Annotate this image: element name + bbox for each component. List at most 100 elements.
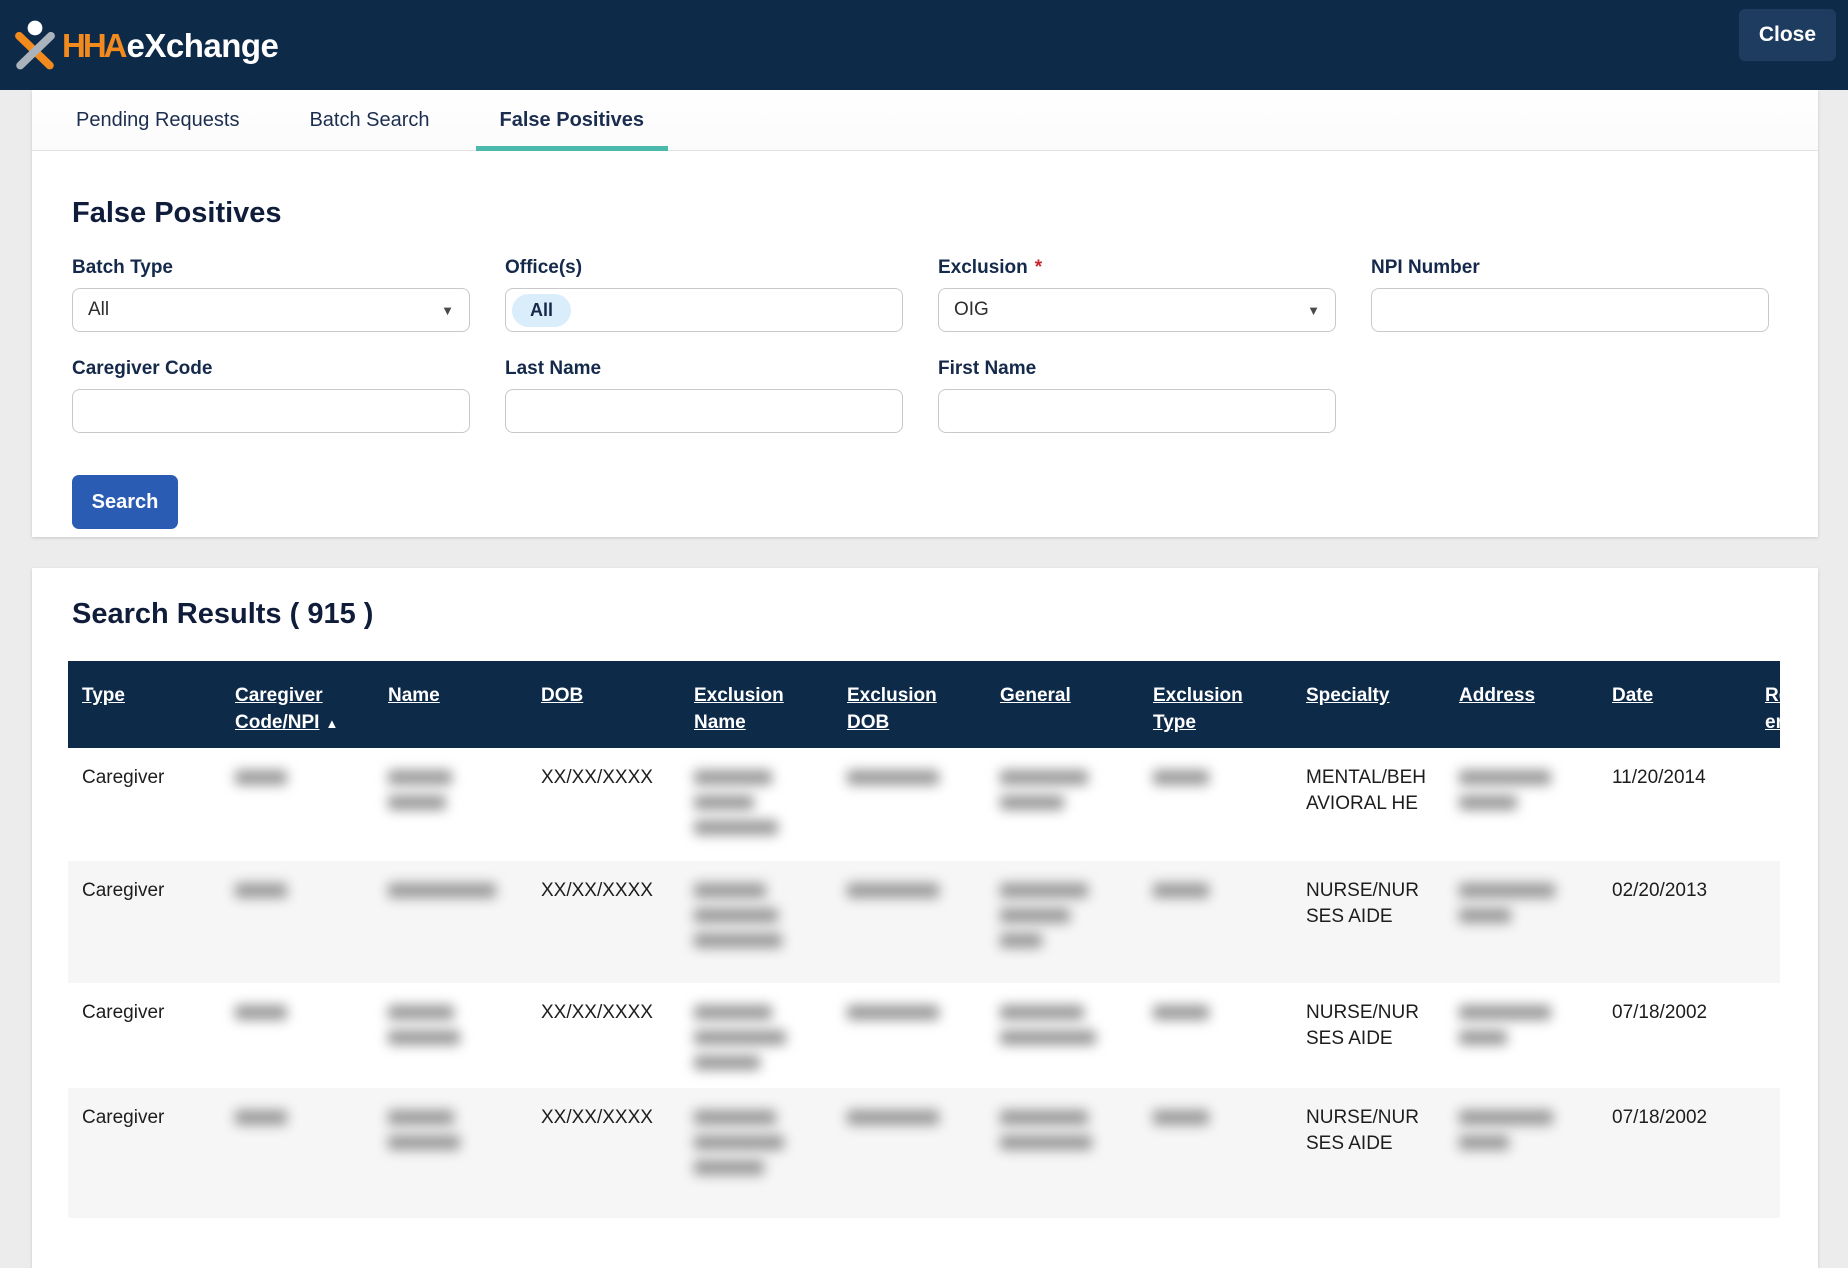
cell-exclusion_name bbox=[680, 861, 833, 983]
last-name-input[interactable] bbox=[505, 389, 903, 433]
cell-exclusion_type bbox=[1139, 1088, 1292, 1218]
redacted-blur bbox=[1153, 1110, 1209, 1125]
cell-exclusion_type bbox=[1139, 861, 1292, 983]
exclusion-label: Exclusion * bbox=[938, 257, 1043, 278]
redacted-blur bbox=[1000, 1030, 1096, 1045]
exclusion-select[interactable]: OIG ▼ bbox=[938, 288, 1336, 332]
table-row[interactable]: Caregiver XX/XX/XXXX NURSE/NUR SES AIDE 02/2… bbox=[68, 861, 1780, 983]
cell-date: 02/20/2013 bbox=[1612, 880, 1708, 901]
column-header-general[interactable]: General bbox=[1000, 685, 1071, 706]
results-table: Type Caregiver Code/NPI ▲ Name DOB Exclusion Na… bbox=[68, 661, 1780, 1218]
cell-record_truncated bbox=[1751, 861, 1780, 983]
column-header-name[interactable]: Name bbox=[388, 685, 440, 706]
hhaexchange-logo: HHAeXchange bbox=[14, 20, 279, 70]
cell-date: 07/18/2002 bbox=[1612, 1107, 1708, 1128]
redacted-blur bbox=[694, 1160, 764, 1175]
column-header-specialty[interactable]: Specialty bbox=[1306, 685, 1390, 706]
cell-general bbox=[986, 1088, 1139, 1218]
redacted-blur bbox=[388, 1030, 460, 1045]
app-header: HHAeXchange Close bbox=[0, 0, 1848, 90]
redacted-blur bbox=[694, 795, 754, 810]
grid-spacer bbox=[1371, 358, 1769, 433]
cell-date: 11/20/2014 bbox=[1612, 767, 1706, 788]
redacted-blur bbox=[235, 1110, 287, 1125]
column-header-type[interactable]: Type bbox=[82, 685, 125, 706]
redacted-blur bbox=[388, 1110, 454, 1125]
table-row[interactable]: Caregiver XX/XX/XXXX NURSE/NUR SES AIDE 07/1… bbox=[68, 1088, 1780, 1218]
column-header-record_truncated[interactable]: Reer bbox=[1765, 685, 1780, 733]
column-header-exclusion_dob[interactable]: Exclusion DOB bbox=[847, 685, 937, 733]
table-row[interactable]: Caregiver XX/XX/XXXX MENTAL/BEH AVIORAL HE 1… bbox=[68, 748, 1780, 861]
table-header-row: Type Caregiver Code/NPI ▲ Name DOB Exclusion Na… bbox=[68, 661, 1780, 748]
cell-exclusion_dob bbox=[833, 748, 986, 861]
redacted-blur bbox=[388, 795, 446, 810]
redacted-blur bbox=[1153, 1005, 1209, 1020]
batch-type-value: All bbox=[88, 299, 110, 320]
redacted-blur bbox=[1459, 883, 1555, 898]
caregiver-code-input[interactable] bbox=[72, 389, 470, 433]
cell-caregiver_code_npi bbox=[221, 748, 374, 861]
cell-exclusion_dob bbox=[833, 861, 986, 983]
exclusion-field: Exclusion * OIG ▼ bbox=[938, 257, 1336, 332]
office-tag: All bbox=[512, 293, 572, 327]
redacted-blur bbox=[1459, 770, 1551, 785]
column-header-exclusion_type[interactable]: Exclusion Type bbox=[1153, 685, 1243, 733]
tab-batch-search[interactable]: Batch Search bbox=[309, 108, 430, 131]
redacted-blur bbox=[1459, 1005, 1551, 1020]
redacted-blur bbox=[1459, 1135, 1509, 1150]
redacted-blur bbox=[1000, 908, 1070, 923]
redacted-blur bbox=[847, 770, 939, 785]
redacted-blur bbox=[847, 1110, 939, 1125]
tab-false-positives[interactable]: False Positives bbox=[475, 90, 669, 151]
search-button[interactable]: Search bbox=[72, 475, 178, 529]
cell-dob: XX/XX/XXXX bbox=[541, 1107, 653, 1128]
redacted-blur bbox=[694, 1055, 760, 1070]
cell-record_truncated bbox=[1751, 748, 1780, 861]
tab-pending-requests[interactable]: Pending Requests bbox=[76, 108, 240, 131]
chevron-down-icon: ▼ bbox=[441, 302, 454, 318]
first-name-label: First Name bbox=[938, 358, 1037, 379]
chevron-down-icon: ▼ bbox=[1307, 302, 1320, 318]
offices-input[interactable]: All bbox=[505, 288, 903, 332]
cell-specialty: NURSE/NUR SES AIDE bbox=[1306, 1002, 1419, 1049]
cell-address bbox=[1445, 861, 1598, 983]
redacted-blur bbox=[694, 1135, 784, 1150]
last-name-field: Last Name bbox=[505, 358, 903, 433]
column-header-caregiver_code_npi[interactable]: Caregiver Code/NPI ▲ bbox=[221, 661, 374, 748]
redacted-blur bbox=[1000, 883, 1088, 898]
offices-field: Office(s) All bbox=[505, 257, 903, 332]
results-card: Search Results ( 915 ) Type Caregiver Code… bbox=[32, 568, 1818, 1268]
batch-type-field: Batch Type All ▼ bbox=[72, 257, 470, 332]
column-header-address[interactable]: Address bbox=[1459, 685, 1536, 706]
caregiver-code-field: Caregiver Code bbox=[72, 358, 470, 433]
redacted-blur bbox=[388, 770, 452, 785]
npi-label: NPI Number bbox=[1371, 257, 1480, 278]
cell-caregiver_code_npi bbox=[221, 983, 374, 1088]
logo-wordmark: HHAeXchange bbox=[62, 29, 279, 62]
offices-label: Office(s) bbox=[505, 257, 583, 278]
column-header-dob[interactable]: DOB bbox=[541, 685, 584, 706]
npi-input[interactable] bbox=[1371, 288, 1769, 332]
batch-type-select[interactable]: All ▼ bbox=[72, 288, 470, 332]
redacted-blur bbox=[235, 770, 287, 785]
redacted-blur bbox=[1000, 933, 1042, 948]
cell-exclusion_name bbox=[680, 748, 833, 861]
first-name-input[interactable] bbox=[938, 389, 1336, 433]
cell-dob: XX/XX/XXXX bbox=[541, 1002, 653, 1023]
table-row[interactable]: Caregiver XX/XX/XXXX NURSE/NUR SES AIDE 07/1… bbox=[68, 983, 1780, 1088]
cell-type: Caregiver bbox=[82, 1002, 165, 1023]
redacted-blur bbox=[694, 1030, 786, 1045]
cell-exclusion_type bbox=[1139, 748, 1292, 861]
cell-general bbox=[986, 861, 1139, 983]
cell-caregiver_code_npi bbox=[221, 1088, 374, 1218]
column-header-exclusion_name[interactable]: Exclusion Name bbox=[694, 685, 784, 733]
redacted-blur bbox=[1000, 795, 1064, 810]
cell-type: Caregiver bbox=[82, 767, 165, 788]
column-header-date[interactable]: Date bbox=[1612, 685, 1654, 706]
close-button[interactable]: Close bbox=[1738, 9, 1836, 61]
redacted-blur bbox=[1000, 1110, 1088, 1125]
person-icon bbox=[14, 20, 56, 70]
redacted-blur bbox=[1459, 908, 1511, 923]
results-title: Search Results ( 915 ) bbox=[72, 598, 374, 630]
cell-address bbox=[1445, 748, 1598, 861]
